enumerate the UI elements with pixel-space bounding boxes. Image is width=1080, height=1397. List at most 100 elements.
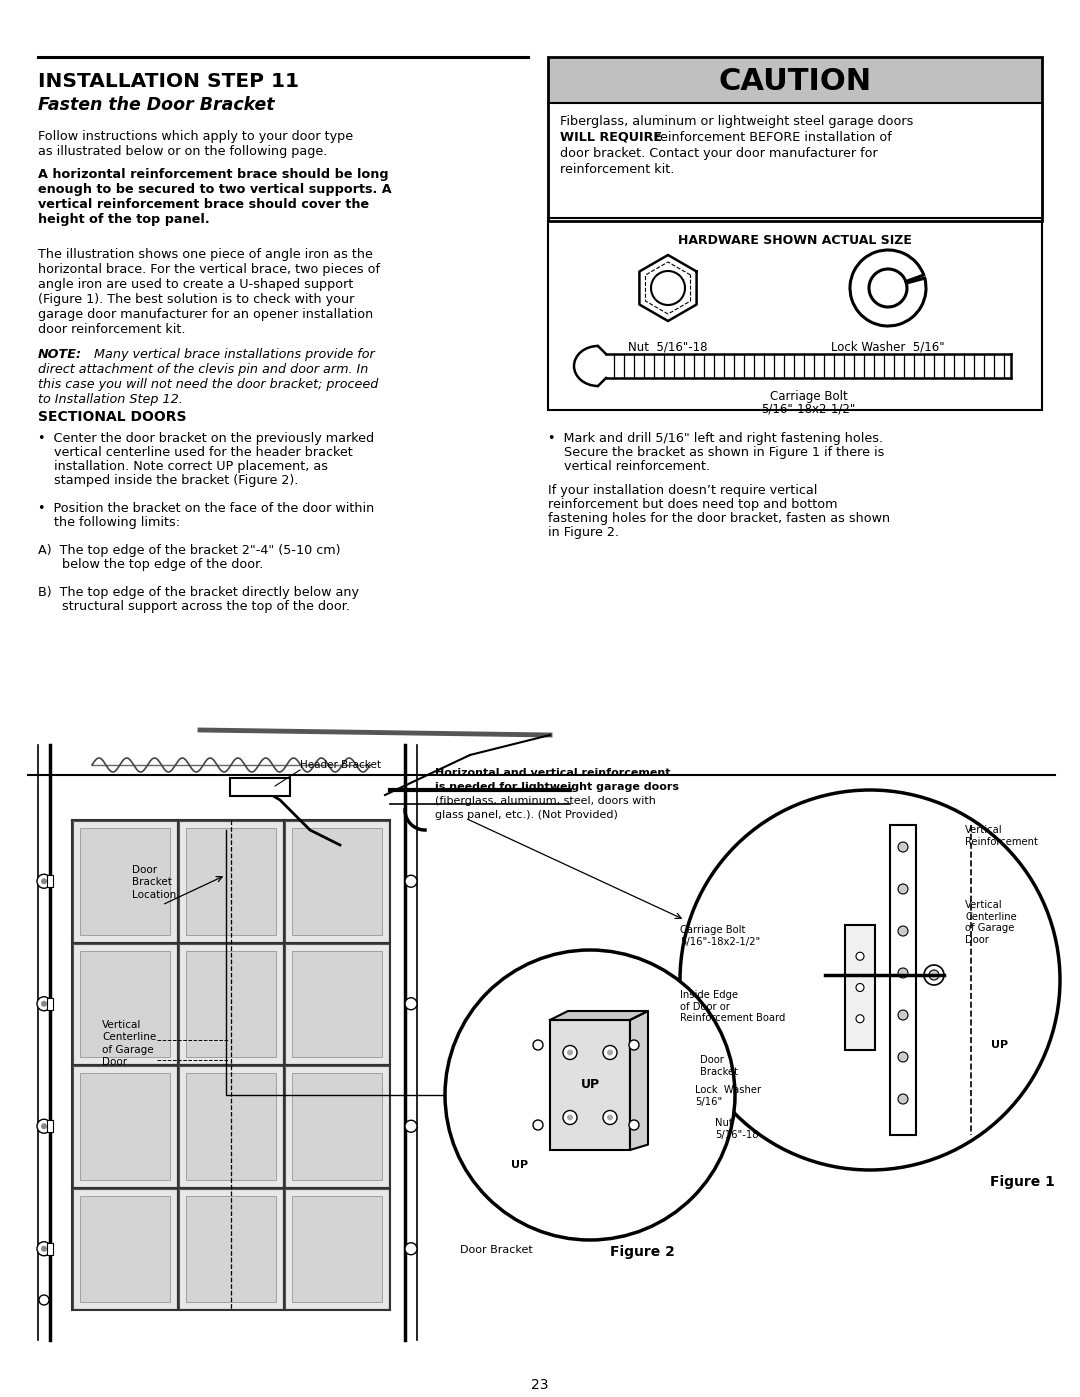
Bar (73, 1189, 177, 1309)
Text: WILL REQUIRE: WILL REQUIRE (561, 131, 662, 144)
Bar (179, 821, 283, 942)
Text: Secure the bracket as shown in Figure 1 if there is: Secure the bracket as shown in Figure 1 … (548, 446, 885, 460)
Text: 5/16"-18x2-1/2": 5/16"-18x2-1/2" (761, 402, 855, 415)
Text: Header Bracket: Header Bracket (300, 760, 381, 770)
Text: A)  The top edge of the bracket 2"-4" (5-10 cm): A) The top edge of the bracket 2"-4" (5-… (38, 543, 340, 557)
Text: fastening holes for the door bracket, fasten as shown: fastening holes for the door bracket, fa… (548, 511, 890, 525)
Ellipse shape (573, 346, 622, 386)
Text: garage door manufacturer for an opener installation: garage door manufacturer for an opener i… (38, 307, 374, 321)
Text: vertical reinforcement.: vertical reinforcement. (548, 460, 711, 474)
Bar (48, 997, 53, 1010)
Bar (186, 950, 276, 1058)
Text: structural support across the top of the door.: structural support across the top of the… (38, 599, 350, 613)
Text: vertical centerline used for the header bracket: vertical centerline used for the header … (38, 446, 353, 460)
Text: below the top edge of the door.: below the top edge of the door. (38, 557, 264, 571)
Polygon shape (630, 1011, 648, 1150)
Circle shape (567, 1115, 573, 1120)
Text: Carriage Bolt
5/16"-18x2-1/2": Carriage Bolt 5/16"-18x2-1/2" (680, 925, 760, 947)
Polygon shape (550, 1011, 648, 1020)
Bar (292, 950, 382, 1058)
Bar (186, 828, 276, 935)
Text: Vertical
Centerline
of Garage
Door: Vertical Centerline of Garage Door (966, 900, 1016, 944)
Text: A horizontal reinforcement brace should be long: A horizontal reinforcement brace should … (38, 168, 389, 182)
Text: CAUTION: CAUTION (718, 67, 872, 95)
Bar (548, 218, 1042, 409)
Circle shape (41, 879, 48, 884)
Text: Carriage Bolt: Carriage Bolt (770, 390, 848, 402)
Text: as illustrated below or on the following page.: as illustrated below or on the following… (38, 145, 327, 158)
Bar (230, 778, 291, 796)
Text: Many vertical brace installations provide for: Many vertical brace installations provid… (90, 348, 375, 360)
Text: angle iron are used to create a U-shaped support: angle iron are used to create a U-shaped… (38, 278, 353, 291)
Text: Lock  Washer
5/16": Lock Washer 5/16" (696, 1085, 761, 1106)
Bar (285, 1189, 389, 1309)
Circle shape (607, 1049, 613, 1056)
Text: stamped inside the bracket (Figure 2).: stamped inside the bracket (Figure 2). (38, 474, 298, 488)
Bar (596, 353, 604, 379)
Circle shape (897, 1010, 908, 1020)
Circle shape (41, 1000, 48, 1007)
Text: INSTALLATION STEP 11: INSTALLATION STEP 11 (38, 73, 299, 91)
Text: Follow instructions which apply to your door type: Follow instructions which apply to your … (38, 130, 353, 142)
Circle shape (534, 1039, 543, 1051)
Text: Door Bracket: Door Bracket (460, 1245, 532, 1255)
Text: installation. Note correct UP placement, as: installation. Note correct UP placement,… (38, 460, 328, 474)
Bar (48, 876, 53, 887)
Circle shape (445, 950, 735, 1241)
Text: Figure 2: Figure 2 (610, 1245, 675, 1259)
Text: door bracket. Contact your door manufacturer for: door bracket. Contact your door manufact… (561, 147, 878, 161)
Circle shape (534, 1120, 543, 1130)
Circle shape (37, 875, 51, 888)
Text: SECTIONAL DOORS: SECTIONAL DOORS (38, 409, 187, 425)
Text: to Installation Step 12.: to Installation Step 12. (38, 393, 183, 407)
Circle shape (924, 965, 944, 985)
Circle shape (603, 1045, 617, 1059)
Text: The illustration shows one piece of angle iron as the: The illustration shows one piece of angl… (38, 249, 373, 261)
Circle shape (405, 997, 417, 1010)
Bar (73, 943, 177, 1065)
Text: direct attachment of the clevis pin and door arm. In: direct attachment of the clevis pin and … (38, 363, 368, 376)
Bar (285, 1066, 389, 1186)
Text: NOTE:: NOTE: (38, 348, 82, 360)
Text: •  Center the door bracket on the previously marked: • Center the door bracket on the previou… (38, 432, 374, 446)
Text: •  Mark and drill 5/16" left and right fastening holes.: • Mark and drill 5/16" left and right fa… (548, 432, 883, 446)
Text: UP: UP (580, 1078, 599, 1091)
Circle shape (37, 1242, 51, 1256)
Bar (48, 1243, 53, 1255)
Circle shape (41, 1246, 48, 1252)
Circle shape (405, 1120, 417, 1132)
Text: door reinforcement kit.: door reinforcement kit. (38, 323, 186, 337)
Circle shape (856, 953, 864, 960)
Text: Vertical
Centerline
of Garage
Door: Vertical Centerline of Garage Door (102, 1020, 157, 1067)
Bar (285, 943, 389, 1065)
Circle shape (897, 884, 908, 894)
Circle shape (929, 970, 939, 981)
Bar (80, 1073, 170, 1179)
Text: Fasten the Door Bracket: Fasten the Door Bracket (38, 96, 274, 115)
Circle shape (603, 1111, 617, 1125)
Text: vertical reinforcement brace should cover the: vertical reinforcement brace should cove… (38, 198, 369, 211)
Circle shape (629, 1039, 639, 1051)
Text: Inside Edge
of Door or
Reinforcement Board: Inside Edge of Door or Reinforcement Boa… (680, 990, 785, 1023)
Bar (80, 1196, 170, 1302)
Circle shape (856, 983, 864, 992)
Circle shape (405, 1243, 417, 1255)
Text: Nut
5/16"-18: Nut 5/16"-18 (715, 1118, 758, 1140)
Text: Door
Bracket
Location: Door Bracket Location (132, 865, 176, 900)
Circle shape (680, 789, 1059, 1171)
Text: enough to be secured to two vertical supports. A: enough to be secured to two vertical sup… (38, 183, 392, 196)
Bar (292, 1073, 382, 1179)
Text: HARDWARE SHOWN ACTUAL SIZE: HARDWARE SHOWN ACTUAL SIZE (678, 235, 912, 247)
Bar (179, 1066, 283, 1186)
Text: Nut  5/16"-18: Nut 5/16"-18 (629, 339, 707, 353)
Text: height of the top panel.: height of the top panel. (38, 212, 210, 226)
Bar (73, 821, 177, 942)
Bar (548, 57, 1042, 103)
Circle shape (897, 1094, 908, 1104)
Bar (292, 828, 382, 935)
Text: reinforcement BEFORE installation of: reinforcement BEFORE installation of (651, 131, 892, 144)
Text: Door
Bracket: Door Bracket (700, 1055, 738, 1077)
Bar (179, 943, 283, 1065)
Bar (80, 950, 170, 1058)
Circle shape (897, 842, 908, 852)
